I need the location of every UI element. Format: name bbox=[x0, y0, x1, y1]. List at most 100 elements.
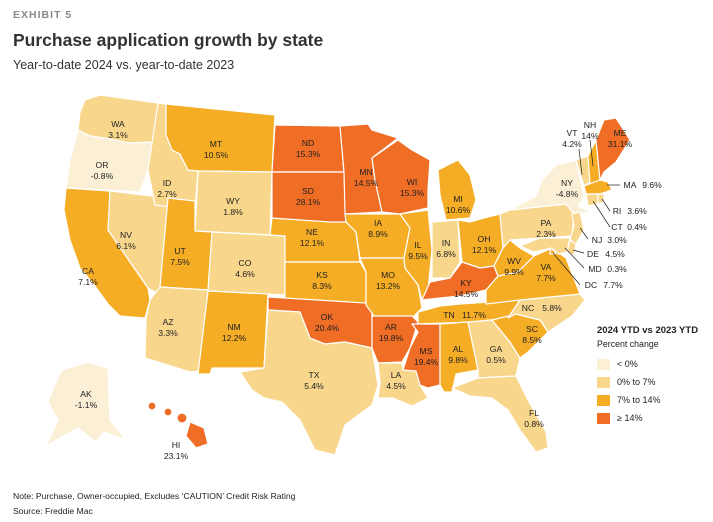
label-SC-value: 8.5% bbox=[522, 335, 542, 345]
label-AR-abbr: AR bbox=[385, 322, 397, 332]
label-ME-abbr: ME bbox=[614, 128, 627, 138]
label-PA: PA2.3% bbox=[536, 218, 556, 239]
label-IN-abbr: IN bbox=[442, 238, 451, 248]
label-AL: AL9.8% bbox=[448, 344, 468, 365]
label-FL-abbr: FL bbox=[529, 408, 539, 418]
label-IA-abbr: IA bbox=[374, 218, 382, 228]
state-NY[interactable] bbox=[509, 159, 591, 215]
label-CT: CT 0.4% bbox=[611, 222, 647, 232]
label-UT-value: 7.5% bbox=[170, 257, 190, 267]
label-WV-value: 9.9% bbox=[504, 267, 524, 277]
label-IA-value: 8.9% bbox=[368, 229, 388, 239]
label-NJ-abbr: NJ bbox=[592, 235, 603, 245]
legend-item: ≥ 14% bbox=[597, 412, 642, 424]
label-GA-value: 0.5% bbox=[486, 355, 506, 365]
label-HI-abbr: HI bbox=[172, 440, 181, 450]
label-MS-abbr: MS bbox=[420, 346, 433, 356]
label-MD: MD 0.3% bbox=[588, 264, 627, 274]
state-AR[interactable] bbox=[371, 315, 419, 364]
label-DC-value: 7.7% bbox=[603, 280, 623, 290]
label-NH-value: 14% bbox=[581, 131, 599, 141]
label-TX: TX5.4% bbox=[304, 370, 324, 391]
state-TX[interactable] bbox=[239, 309, 379, 456]
label-RI-abbr: RI bbox=[613, 206, 622, 216]
state-HI-islands bbox=[147, 401, 209, 449]
label-IL: IL9.5% bbox=[408, 240, 428, 261]
state-HI-big-island[interactable] bbox=[185, 421, 209, 449]
label-CT-abbr: CT bbox=[611, 222, 623, 232]
label-VA: VA7.7% bbox=[536, 262, 556, 283]
label-NJ-value: 3.0% bbox=[607, 235, 627, 245]
label-OK-value: 20.4% bbox=[315, 323, 340, 333]
label-WV: WV9.9% bbox=[504, 256, 524, 277]
label-WI-abbr: WI bbox=[407, 177, 418, 187]
label-MO-value: 13.2% bbox=[376, 281, 401, 291]
state-ME[interactable] bbox=[595, 117, 631, 181]
legend-label: 0% to 7% bbox=[617, 377, 656, 387]
state-MI[interactable] bbox=[437, 159, 477, 221]
label-OH-value: 12.1% bbox=[472, 245, 497, 255]
label-ND-value: 15.3% bbox=[296, 149, 321, 159]
label-CT-value: 0.4% bbox=[627, 222, 647, 232]
label-GA: GA0.5% bbox=[486, 344, 506, 365]
state-AK[interactable] bbox=[45, 361, 127, 447]
legend-item: < 0% bbox=[597, 358, 638, 370]
state-HI-oahu[interactable] bbox=[163, 407, 173, 417]
label-WA-abbr: WA bbox=[111, 119, 125, 129]
state-NM[interactable] bbox=[197, 290, 269, 375]
state-LA[interactable] bbox=[377, 362, 429, 407]
label-NE-value: 12.1% bbox=[300, 238, 325, 248]
label-NV: NV6.1% bbox=[116, 230, 136, 251]
leader-lines bbox=[552, 139, 620, 286]
label-NM-value: 12.2% bbox=[222, 333, 247, 343]
label-IN-value: 6.8% bbox=[436, 249, 456, 259]
label-SC-abbr: SC bbox=[526, 324, 538, 334]
label-MA: MA 9.6% bbox=[624, 180, 663, 190]
state-RI[interactable] bbox=[597, 193, 605, 205]
label-CA: CA7.1% bbox=[78, 266, 98, 287]
label-AZ: AZ3.3% bbox=[158, 317, 178, 338]
state-HI-niihau[interactable] bbox=[147, 401, 157, 411]
label-RI: RI 3.6% bbox=[613, 206, 647, 216]
label-VT: VT4.2% bbox=[562, 128, 582, 149]
footnote: Note: Purchase, Owner-occupied, Excludes… bbox=[13, 491, 296, 501]
label-NM-abbr: NM bbox=[227, 322, 240, 332]
label-UT-abbr: UT bbox=[174, 246, 186, 256]
label-MS-value: 19.4% bbox=[414, 357, 439, 367]
label-CA-abbr: CA bbox=[82, 266, 94, 276]
label-TN-abbr: TN bbox=[443, 310, 454, 320]
label-GA-abbr: GA bbox=[490, 344, 503, 354]
label-NV-value: 6.1% bbox=[116, 241, 136, 251]
label-OR: OR-0.8% bbox=[91, 160, 114, 181]
label-NJ: NJ 3.0% bbox=[592, 235, 627, 245]
page-title: Purchase application growth by state bbox=[13, 30, 324, 50]
label-NY-abbr: NY bbox=[561, 178, 573, 188]
label-ND-abbr: ND bbox=[302, 138, 314, 148]
label-LA-abbr: LA bbox=[391, 370, 402, 380]
label-ID-value: 2.7% bbox=[157, 189, 177, 199]
label-AK-abbr: AK bbox=[80, 389, 92, 399]
label-TN-value: 11.7% bbox=[462, 310, 486, 320]
label-VA-value: 7.7% bbox=[536, 273, 556, 283]
legend-label: 7% to 14% bbox=[617, 395, 661, 405]
state-WI[interactable] bbox=[371, 139, 431, 215]
label-WY-abbr: WY bbox=[226, 196, 240, 206]
page-subtitle: Year-to-date 2024 vs. year-to-date 2023 bbox=[13, 58, 235, 72]
state-IL[interactable] bbox=[399, 209, 433, 301]
state-CT[interactable] bbox=[585, 193, 599, 207]
label-AR-value: 19.8% bbox=[379, 333, 404, 343]
state-HI-maui[interactable] bbox=[176, 412, 188, 424]
state-DC[interactable] bbox=[549, 249, 556, 255]
label-TN: TN 11.7% bbox=[443, 310, 486, 320]
label-KS-value: 8.3% bbox=[312, 281, 332, 291]
label-DE-abbr: DE bbox=[587, 249, 599, 259]
legend-title: 2024 YTD vs 2023 YTD bbox=[597, 325, 699, 336]
state-MD[interactable] bbox=[519, 237, 571, 255]
state-FL[interactable] bbox=[451, 375, 549, 453]
